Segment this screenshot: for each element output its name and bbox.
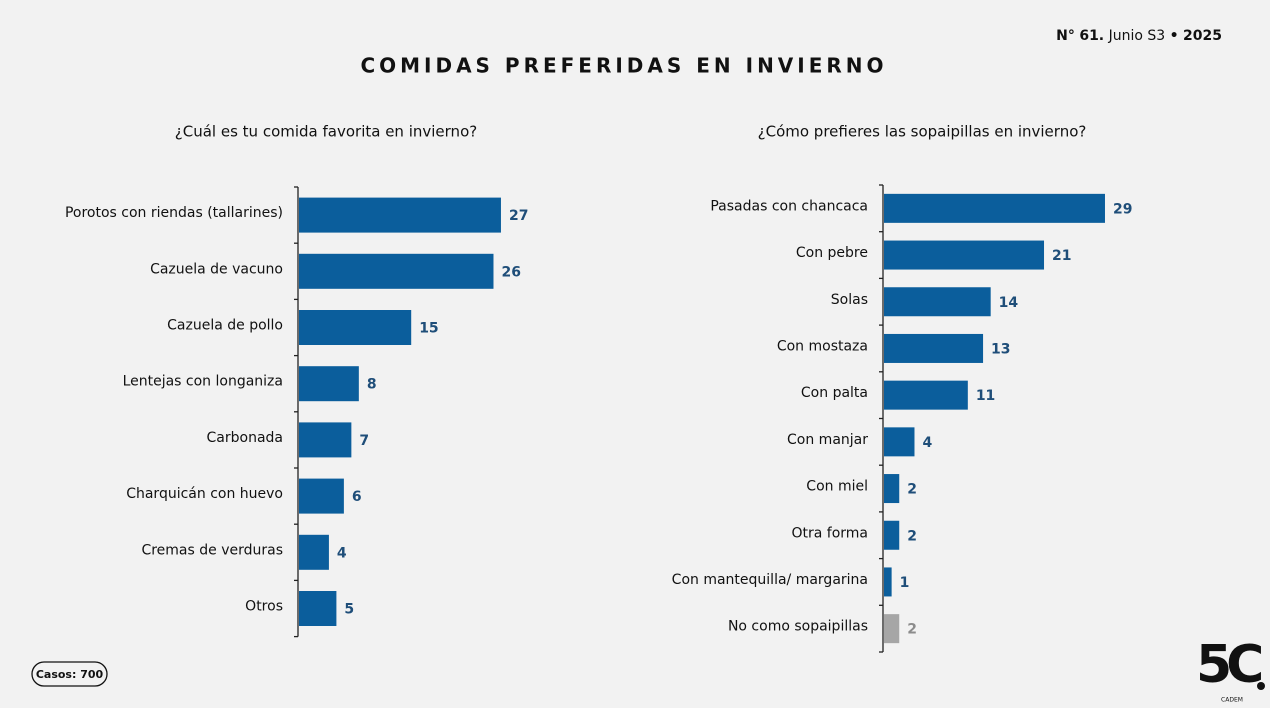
bar (884, 240, 1045, 270)
category-label: Carbonada (207, 430, 283, 446)
logo: 5C CADEM (1196, 635, 1267, 704)
category-label: Con manjar (787, 432, 868, 448)
bar (299, 534, 329, 570)
value-label: 14 (999, 295, 1019, 311)
category-label: Con palta (801, 385, 868, 401)
category-label: Cazuela de pollo (167, 318, 283, 334)
bar (884, 193, 1105, 223)
category-label: Otra forma (791, 525, 868, 541)
chart-subtitle: ¿Cómo prefieres las sopaipillas en invie… (758, 123, 1087, 141)
logo-dot (1257, 682, 1265, 690)
category-label: Lentejas con longaniza (123, 374, 283, 390)
value-label: 15 (419, 321, 438, 337)
bar (884, 567, 892, 597)
category-label: Cremas de verduras (141, 542, 283, 558)
category-label: No como sopaipillas (728, 619, 868, 635)
value-label: 13 (991, 341, 1010, 357)
value-label: 11 (976, 388, 995, 404)
category-label: Charquicán con huevo (126, 486, 283, 502)
logo-text: 5C (1196, 635, 1261, 695)
cases-badge (31, 661, 108, 687)
value-label: 2 (907, 622, 917, 638)
category-label: Con pebre (796, 245, 868, 261)
slide-title: COMIDAS PREFERIDAS EN INVIERNO (360, 54, 887, 78)
value-label: 26 (501, 264, 520, 280)
value-label: 4 (922, 435, 932, 451)
value-label: 7 (359, 433, 369, 449)
value-label: 21 (1052, 248, 1071, 264)
bar (884, 380, 968, 410)
value-label: 5 (344, 602, 354, 618)
bar (299, 366, 359, 402)
issue-separator: • (1170, 28, 1179, 44)
bar (299, 197, 501, 233)
category-label: Cazuela de vacuno (150, 261, 283, 277)
value-label: 1 (900, 575, 910, 591)
issue-number: 61. (1079, 28, 1104, 44)
value-label: 4 (337, 545, 347, 561)
issue-prefix: N° (1056, 28, 1075, 44)
cases: Casos: 700 (36, 668, 104, 681)
bar (884, 427, 915, 457)
category-label: Pasadas con chancaca (710, 198, 868, 214)
category-label: Otros (245, 599, 283, 615)
category-label: Con mantequilla/ margarina (672, 572, 868, 588)
category-label: Porotos con riendas (tallarines) (65, 205, 283, 221)
issue-period: Junio S3 (1108, 28, 1166, 44)
issue-year: 2025 (1183, 28, 1222, 44)
bar (299, 591, 337, 626)
bar (884, 520, 900, 550)
chart-subtitle: ¿Cuál es tu comida favorita en invierno? (175, 123, 477, 141)
bar (884, 287, 991, 317)
bar (884, 474, 900, 504)
value-label: 2 (907, 528, 917, 544)
value-label: 27 (509, 208, 528, 224)
category-label: Con mostaza (777, 338, 868, 354)
issue: N° 61. Junio S3 • 2025 (1056, 28, 1222, 44)
value-label: 29 (1113, 201, 1132, 217)
value-label: 2 (907, 482, 917, 498)
bar (299, 478, 344, 514)
bar (884, 614, 900, 644)
category-label: Con miel (806, 479, 868, 495)
bar (299, 310, 412, 345)
bar (299, 422, 352, 458)
logo-caption: CADEM (1221, 697, 1243, 704)
value-label: 6 (352, 489, 362, 505)
category-label: Solas (831, 292, 868, 308)
value-label: 8 (367, 377, 377, 393)
bar (299, 253, 494, 289)
bar (884, 333, 984, 363)
